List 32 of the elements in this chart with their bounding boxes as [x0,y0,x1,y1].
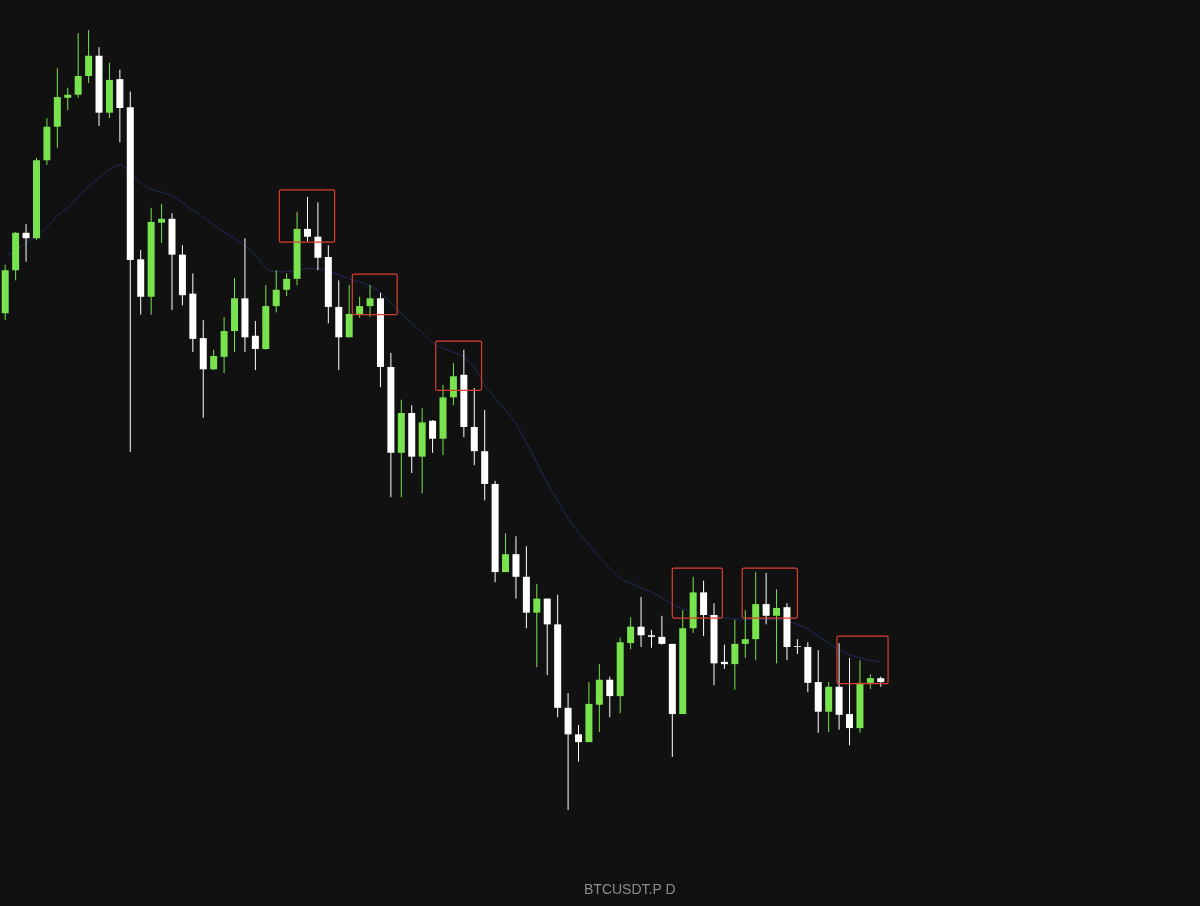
candlestick [575,724,583,763]
candlestick [606,676,614,718]
candlestick [64,87,72,111]
candlestick [356,296,364,319]
candlestick [74,32,82,99]
candlestick [627,616,635,650]
candlestick [773,588,781,664]
candlestick [793,638,801,655]
candlestick [658,615,666,646]
candlestick [731,619,739,691]
candlestick [846,657,854,746]
candlestick [502,532,510,573]
candlestick [366,284,374,318]
candlestick [85,29,93,84]
candlestick [449,362,457,406]
candlestick [22,223,30,263]
candlestick [251,320,259,371]
candlestick [762,572,770,625]
candlestick [272,269,280,313]
candlestick [345,284,353,338]
candlestick [700,580,708,637]
candlestick [314,201,322,271]
candlestick [303,196,311,242]
candlestick [533,583,541,668]
candlestick [158,203,166,244]
candlestick [741,609,749,659]
candlestick [283,272,291,297]
text: BTCUSDT.P D [584,880,676,897]
candlestick [429,419,437,454]
candlestick [210,349,218,371]
candlestick [637,596,645,648]
candlestick [512,535,520,600]
